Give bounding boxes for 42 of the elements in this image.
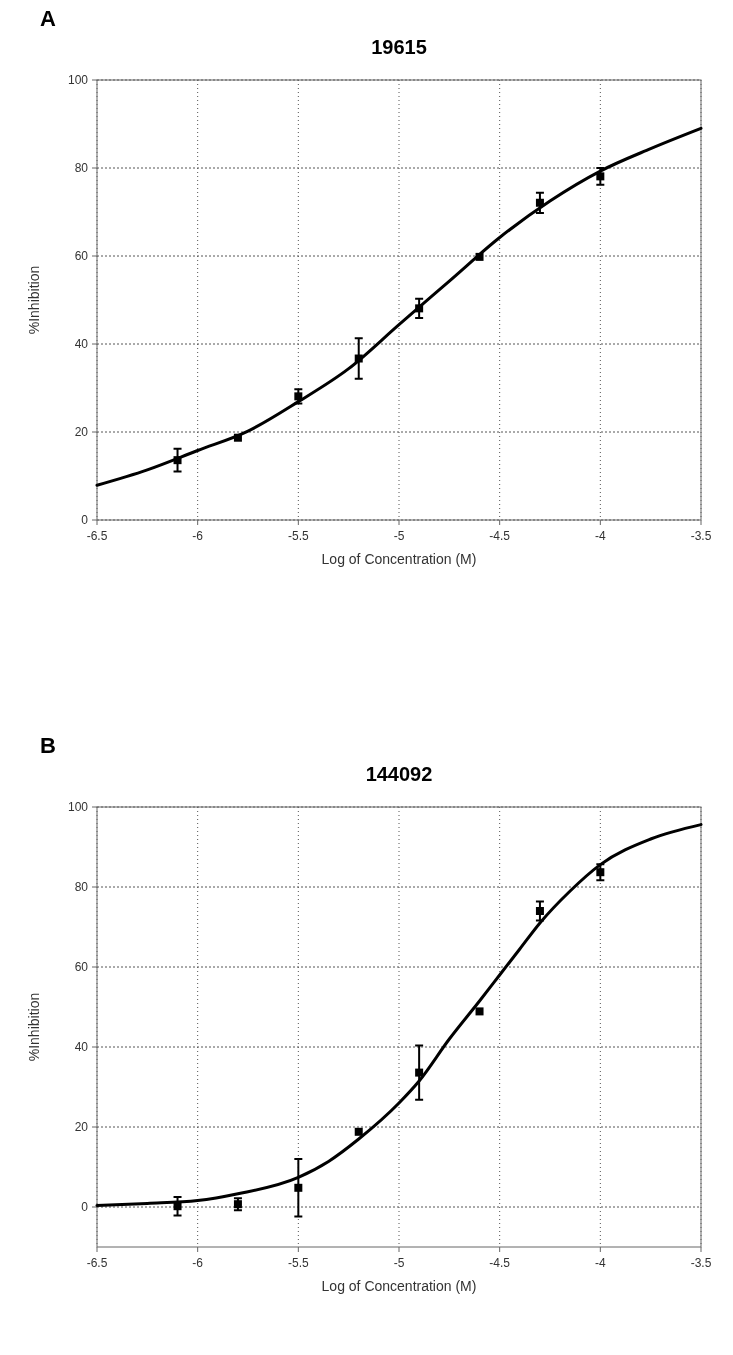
chart-title: 19615 [371,36,427,58]
chart-title: 144092 [365,763,433,785]
x-axis-title: Log of Concentration (M) [321,1278,477,1294]
y-tick-label: 20 [74,1120,89,1134]
x-tick-label: -4.5 [489,1256,511,1270]
line-series [95,126,703,487]
x-tick-label: -6 [192,1256,204,1270]
x-tick-label: -3.5 [690,1256,712,1270]
x-tick-label: -5.5 [287,1256,309,1270]
y-tick-label: 40 [74,1040,89,1054]
y-tick-label: 80 [74,161,89,175]
x-tick-label: -6 [192,529,204,543]
x-tick-label: -6.5 [86,529,108,543]
x-tick-label: -3.5 [690,529,712,543]
point [354,1127,363,1136]
x-tick-label: -4 [595,529,606,543]
y-axis-title: %Inhibition [26,265,42,335]
y-tick-label: 0 [81,513,89,527]
y-axis-title: %Inhibition [26,992,42,1062]
x-tick-label: -5 [393,1256,405,1270]
y-tick-label: 40 [74,337,89,351]
point [415,1068,424,1077]
y-tick-label: 100 [67,73,89,87]
y-tick-label: 20 [74,425,89,439]
point [294,1183,303,1192]
text: B [40,733,56,758]
point [294,392,303,401]
x-tick-label: -6.5 [86,1256,108,1270]
x-tick-label: -5.5 [287,529,309,543]
x-tick-label: -4.5 [489,529,511,543]
text: A [40,6,56,31]
x-tick-label: -5 [393,529,405,543]
x-tick-label: -4 [595,1256,606,1270]
y-tick-label: 60 [74,960,89,974]
point [596,868,605,877]
y-tick-label: 0 [81,1200,89,1214]
point [535,907,544,915]
y-tick-label: 100 [67,800,89,814]
y-tick-label: 60 [74,249,89,263]
x-axis-title: Log of Concentration (M) [321,551,477,567]
y-tick-label: 80 [74,880,89,894]
point [475,1007,484,1016]
